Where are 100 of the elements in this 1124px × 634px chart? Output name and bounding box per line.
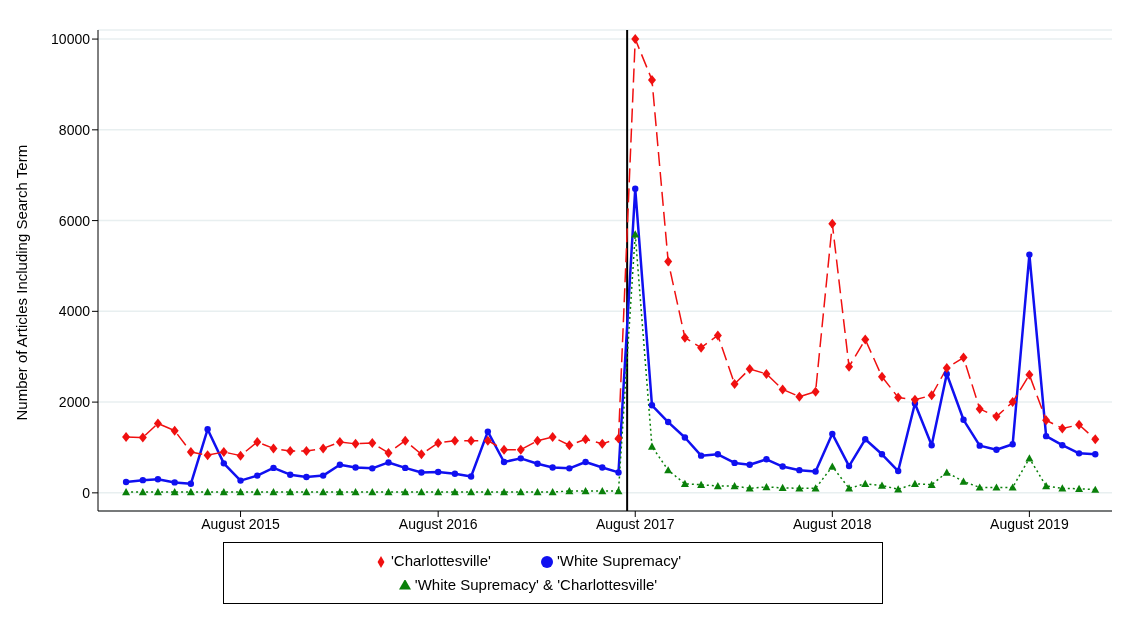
point [581, 487, 590, 495]
point [993, 446, 1000, 453]
point [236, 487, 245, 496]
point [153, 418, 162, 429]
point [418, 469, 425, 476]
point [713, 482, 722, 490]
point [434, 437, 443, 448]
point [959, 352, 968, 363]
point [566, 465, 573, 472]
point [681, 434, 689, 441]
point [877, 481, 886, 489]
point [648, 402, 656, 409]
point [731, 459, 738, 467]
point [829, 430, 836, 438]
point [319, 472, 327, 479]
point [237, 477, 244, 484]
point [186, 487, 195, 496]
point [417, 487, 426, 496]
point [680, 332, 689, 343]
point [632, 185, 639, 193]
point [287, 471, 294, 478]
point [434, 468, 442, 476]
point [745, 484, 754, 492]
point [1075, 484, 1084, 492]
point [219, 447, 228, 458]
y-axis-title: Number of Articles Including Search Term [13, 144, 31, 421]
point [549, 464, 556, 471]
point [811, 386, 820, 397]
point [730, 378, 739, 389]
point [1092, 451, 1099, 458]
point [845, 361, 854, 372]
point [254, 472, 261, 479]
point [154, 476, 162, 483]
point [975, 403, 984, 414]
point [1008, 483, 1017, 491]
point [1091, 434, 1100, 445]
point [1026, 251, 1033, 258]
point [1059, 442, 1066, 449]
point [959, 477, 968, 485]
point [1058, 484, 1067, 492]
point [220, 460, 228, 467]
point [500, 458, 508, 466]
point [992, 483, 1001, 491]
point [204, 426, 211, 433]
point [548, 432, 557, 443]
point [517, 455, 524, 462]
point [484, 428, 492, 435]
point [795, 391, 804, 402]
point [894, 392, 903, 403]
point [862, 436, 869, 443]
point [450, 487, 459, 496]
point [1025, 369, 1034, 380]
point [369, 465, 376, 472]
point [319, 487, 328, 496]
point [1058, 423, 1067, 434]
point [828, 462, 837, 470]
point [500, 487, 509, 496]
point [401, 435, 410, 446]
point [467, 487, 476, 496]
point [928, 442, 935, 449]
point [845, 484, 854, 492]
point [269, 443, 278, 454]
point [796, 466, 803, 474]
point [565, 487, 574, 495]
point [976, 442, 983, 449]
point [1025, 454, 1034, 462]
point [368, 437, 377, 448]
point [598, 487, 607, 495]
point [598, 438, 607, 449]
point [713, 330, 722, 341]
point [335, 437, 344, 448]
legend-label: 'White Supremacy' & 'Charlottesville' [414, 576, 658, 593]
point [565, 440, 574, 451]
point [1042, 482, 1051, 490]
point [845, 462, 853, 470]
point [878, 451, 886, 458]
point [236, 450, 245, 461]
x-tick-label: August 2019 [990, 515, 1069, 532]
point [253, 437, 262, 448]
point [861, 479, 870, 487]
point [401, 487, 410, 496]
point [647, 74, 656, 85]
point [203, 450, 212, 461]
point [582, 458, 589, 466]
point [960, 416, 967, 423]
point [614, 433, 623, 444]
point [384, 447, 393, 458]
point [992, 411, 1001, 422]
point [351, 438, 360, 449]
point [778, 483, 787, 492]
point [894, 467, 902, 475]
point [877, 371, 886, 382]
point [647, 442, 656, 450]
point [910, 394, 919, 405]
point [631, 34, 640, 45]
y-tick-label: 0 [82, 484, 91, 501]
point [269, 487, 278, 496]
point [828, 218, 837, 229]
point [417, 449, 426, 460]
point [187, 480, 195, 487]
